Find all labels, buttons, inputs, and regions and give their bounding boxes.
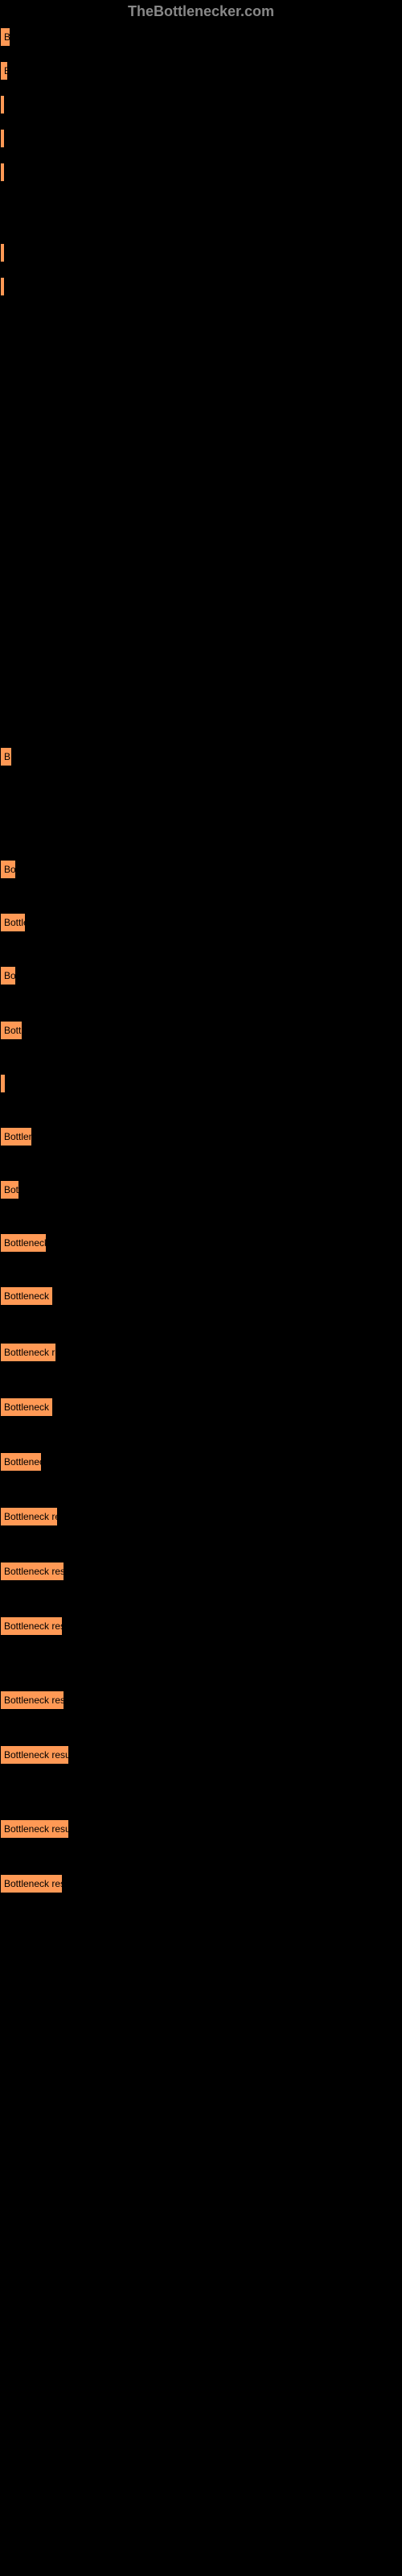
bar: Bottleneck	[0, 1452, 42, 1472]
bar-row: B	[0, 27, 10, 47]
bar: Bo	[0, 860, 16, 879]
bar: Bottleneck r	[0, 1233, 47, 1253]
bar-row: B	[0, 747, 12, 766]
bar-row: Bottleneck resu	[0, 1616, 63, 1636]
bar-row: Bottleneck result	[0, 1690, 64, 1710]
bar: B	[0, 27, 10, 47]
bar: Bottleneck resi	[0, 1507, 58, 1526]
bar-row: Bottleneck result	[0, 1562, 64, 1581]
bar-row: Botti	[0, 1021, 23, 1040]
bar	[0, 243, 5, 262]
bar: Bottleneck result	[0, 1690, 64, 1710]
bar: Bottler	[0, 913, 26, 932]
bar	[0, 95, 5, 114]
bar: Bottleneck re	[0, 1397, 53, 1417]
bar-row: Bottleneck resi	[0, 1507, 58, 1526]
bar	[0, 129, 5, 148]
bar-row: Bottler	[0, 913, 26, 932]
bar-row: Bottleneck resi	[0, 1343, 56, 1362]
bar-row: Bottlene	[0, 1127, 32, 1146]
bar	[0, 163, 5, 182]
bar: Bottleneck resi	[0, 1343, 56, 1362]
bar: Bo	[0, 966, 16, 985]
bar: Bottleneck result	[0, 1819, 69, 1839]
bar: B	[0, 61, 8, 80]
bar-row: Bottleneck result	[0, 1745, 69, 1765]
bar-row: Bottleneck re	[0, 1286, 53, 1306]
bar: Bottleneck result	[0, 1562, 64, 1581]
bar-row: Bo	[0, 860, 16, 879]
bar-row: B	[0, 61, 8, 80]
bar: Bottlene	[0, 1127, 32, 1146]
bar-row: Bottleneck	[0, 1452, 42, 1472]
bar	[0, 277, 5, 296]
bar-row	[0, 163, 5, 182]
bar: Bot	[0, 1180, 19, 1199]
bar	[0, 1074, 6, 1093]
watermark-text: TheBottlenecker.com	[128, 3, 274, 20]
bar: Bottleneck resu	[0, 1616, 63, 1636]
bar-row	[0, 95, 5, 114]
bar-row	[0, 243, 5, 262]
bar-row: Bot	[0, 1180, 19, 1199]
bar: Botti	[0, 1021, 23, 1040]
bar: Bottleneck result	[0, 1745, 69, 1765]
bar-row	[0, 277, 5, 296]
bar-row: Bo	[0, 966, 16, 985]
bar: B	[0, 747, 12, 766]
bar-row	[0, 1074, 6, 1093]
bar-row	[0, 129, 5, 148]
bar-row: Bottleneck result	[0, 1819, 69, 1839]
bar-row: Bottleneck r	[0, 1233, 47, 1253]
bar-row: Bottleneck resu	[0, 1874, 63, 1893]
bar: Bottleneck re	[0, 1286, 53, 1306]
bar-row: Bottleneck re	[0, 1397, 53, 1417]
bar: Bottleneck resu	[0, 1874, 63, 1893]
